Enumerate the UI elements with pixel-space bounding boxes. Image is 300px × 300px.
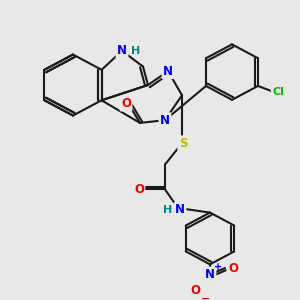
Text: +: + bbox=[214, 262, 222, 272]
Text: O: O bbox=[228, 262, 238, 275]
Text: O: O bbox=[121, 97, 131, 110]
Text: O: O bbox=[190, 284, 200, 297]
Text: N: N bbox=[160, 114, 170, 127]
Text: S: S bbox=[179, 137, 187, 150]
Text: N: N bbox=[205, 268, 215, 281]
Text: H: H bbox=[164, 205, 172, 215]
Text: N: N bbox=[163, 65, 173, 78]
Text: N: N bbox=[117, 44, 127, 57]
Text: N: N bbox=[175, 203, 185, 216]
Text: H: H bbox=[131, 46, 140, 56]
Text: O: O bbox=[134, 183, 144, 196]
Text: −: − bbox=[201, 293, 211, 300]
Text: Cl: Cl bbox=[272, 87, 284, 98]
